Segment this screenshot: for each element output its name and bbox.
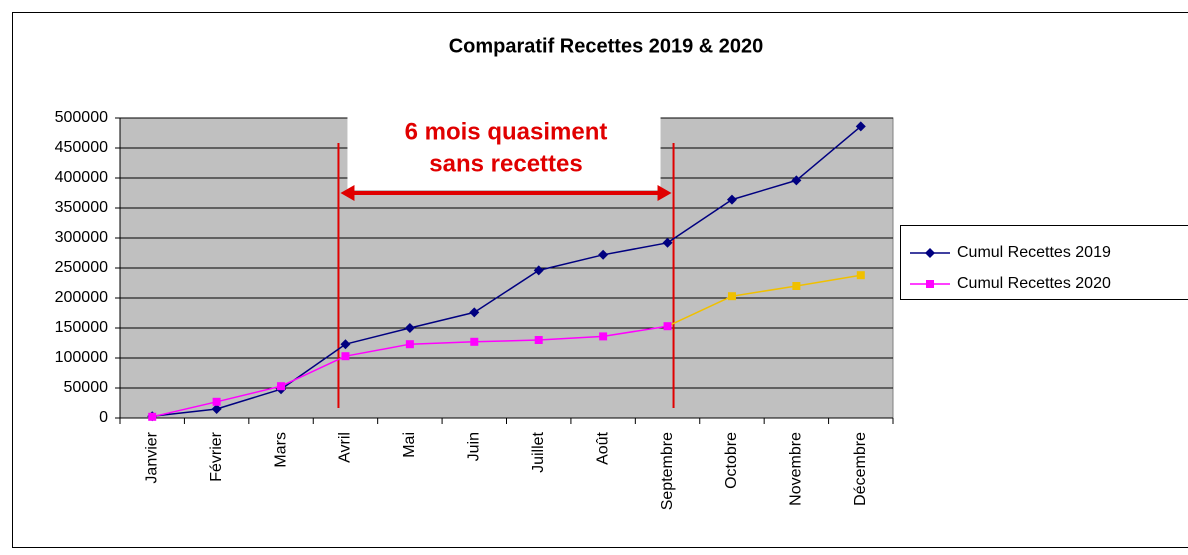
arrow-head (657, 185, 672, 201)
x-tick-label: Août (594, 431, 611, 464)
marker (277, 382, 286, 391)
marker (599, 332, 608, 341)
x-tick-label: Juillet (530, 431, 547, 472)
line-segment (473, 269, 540, 314)
marker (534, 336, 543, 344)
legend-marker (925, 248, 935, 258)
line-segment (152, 401, 217, 418)
line-segment (474, 339, 539, 343)
line-segment (603, 325, 668, 338)
y-tick-label: 500000 (55, 109, 108, 126)
x-tick-label: Mai (401, 432, 418, 458)
y-tick-label: 350000 (55, 199, 108, 216)
marker (791, 175, 802, 186)
x-tick-label: Mars (272, 432, 289, 468)
marker (533, 265, 544, 276)
x-tick-label: Juin (466, 432, 483, 461)
marker (469, 307, 480, 318)
line-segment (345, 343, 411, 357)
y-tick-label: 0 (99, 409, 108, 426)
marker (726, 194, 737, 205)
x-tick-label: Décembre (852, 432, 869, 506)
marker (470, 337, 479, 346)
line-segment (409, 341, 475, 345)
line-segment (280, 355, 346, 387)
y-tick-label: 450000 (55, 139, 108, 156)
y-tick-label: 150000 (55, 319, 108, 336)
marker (856, 271, 865, 280)
legend-marker (926, 280, 934, 288)
marker (662, 237, 673, 248)
y-tick-label: 400000 (55, 169, 108, 186)
x-tick-label: Novembre (788, 432, 805, 506)
annotation-text: 6 mois quasiment (405, 118, 608, 145)
marker (340, 339, 351, 350)
x-tick-label: Avril (337, 432, 354, 463)
marker (405, 340, 414, 349)
legend-label: Cumul Recettes 2020 (957, 275, 1111, 292)
line-segment (667, 198, 733, 244)
annotation-text: sans recettes (429, 150, 582, 177)
y-tick-label: 250000 (55, 259, 108, 276)
y-tick-label: 50000 (64, 379, 109, 396)
line-segment (602, 242, 668, 256)
y-tick-label: 300000 (55, 229, 108, 246)
chart-title: Comparatif Recettes 2019 & 2020 (449, 35, 764, 57)
marker (598, 249, 609, 260)
line-segment (538, 254, 604, 272)
marker (148, 412, 157, 421)
x-tick-label: Janvier (143, 431, 160, 483)
x-tick-label: Septembre (659, 432, 676, 510)
x-tick-label: Octobre (723, 432, 740, 489)
line-segment (731, 285, 797, 297)
line-segment (667, 295, 733, 327)
marker (341, 352, 350, 361)
marker (211, 404, 222, 414)
line-segment (796, 274, 861, 287)
line-segment (216, 385, 282, 403)
marker (212, 397, 221, 406)
x-tick-label: Février (208, 431, 225, 481)
annotation-box (347, 112, 661, 190)
line-segment (216, 388, 282, 410)
arrow-head (340, 185, 355, 201)
marker (727, 292, 736, 301)
marker (792, 282, 801, 290)
y-tick-label: 100000 (55, 349, 108, 366)
line-segment (538, 335, 604, 341)
legend-box (900, 225, 1188, 300)
line-segment (409, 311, 475, 329)
marker (404, 323, 415, 333)
marker (855, 121, 866, 132)
line-segment (795, 125, 862, 181)
marker (663, 322, 672, 331)
y-tick-label: 200000 (55, 289, 108, 306)
legend-label: Cumul Recettes 2019 (957, 244, 1111, 261)
line-segment (345, 327, 411, 345)
line-segment (731, 179, 797, 201)
